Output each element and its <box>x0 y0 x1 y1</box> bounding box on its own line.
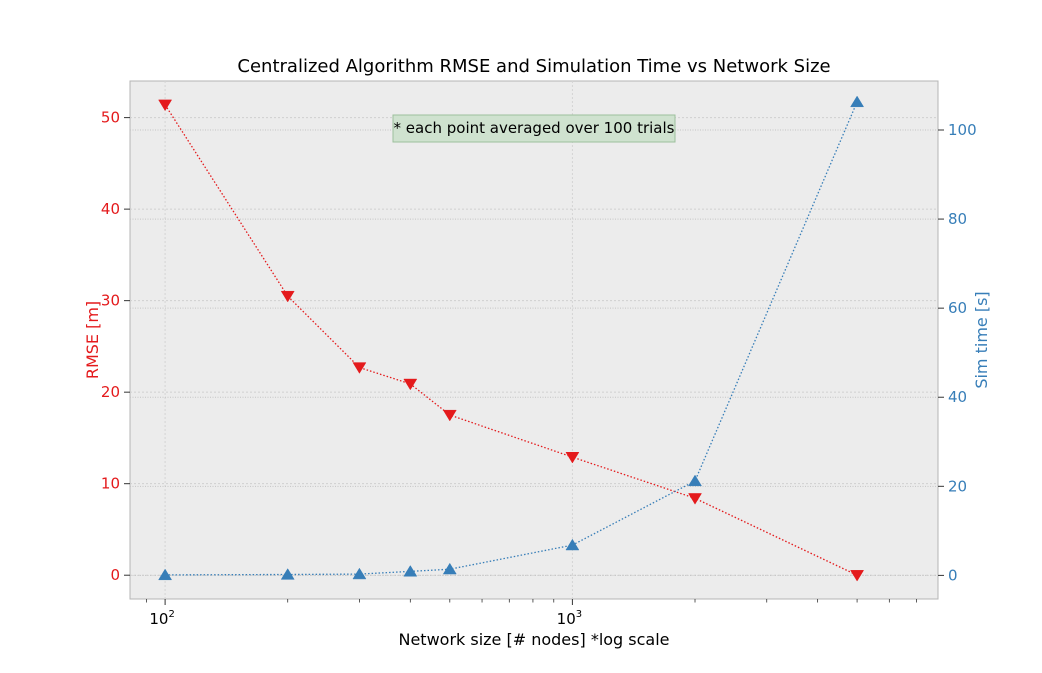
x-axis-label: Network size [# nodes] *log scale <box>398 630 669 649</box>
annotation-box: * each point averaged over 100 trials <box>392 114 676 143</box>
sim-time-point <box>158 568 173 581</box>
rmse-point <box>280 290 295 303</box>
y-tick-label-left: 10 <box>101 475 120 493</box>
sim-time-point <box>280 568 295 580</box>
y-axis-label-left: RMSE [m] <box>83 301 102 379</box>
y-tick-label-right: 60 <box>948 299 967 317</box>
series-layer <box>158 95 865 582</box>
axis-layer: 102 103 0 10 20 30 40 50 0 20 40 60 80 100 <box>101 109 977 628</box>
annotation-text: * each point averaged over 100 trials <box>394 119 675 137</box>
sim-time-point <box>352 567 367 580</box>
sim-time-point <box>850 95 865 108</box>
sim-time-point <box>688 474 702 487</box>
y-tick-label-left: 0 <box>110 566 120 584</box>
x-tick-label: 102 <box>149 609 174 628</box>
x-tick-label: 103 <box>557 609 582 628</box>
rmse-point <box>442 409 457 422</box>
rmse-point <box>158 99 173 112</box>
y-tick-label-right: 0 <box>948 566 958 584</box>
y-tick-label-left: 50 <box>101 109 120 127</box>
chart-title: Centralized Algorithm RMSE and Simulatio… <box>237 56 830 77</box>
rmse-point <box>403 378 418 391</box>
y-tick-label-right: 100 <box>948 121 977 139</box>
annotation-background <box>392 114 676 143</box>
grid-layer <box>130 81 938 599</box>
sim-time-point <box>442 562 457 575</box>
sim-time-point <box>403 565 418 577</box>
y-tick-label-left: 30 <box>101 292 120 310</box>
sim-time-point <box>565 538 580 551</box>
rmse-point <box>352 362 367 374</box>
series-line-sim-time <box>165 101 858 576</box>
y-tick-label-right: 80 <box>948 210 967 228</box>
y-tick-label-right: 20 <box>948 477 967 495</box>
rmse-point <box>850 570 865 582</box>
y-tick-label-right: 40 <box>948 388 967 406</box>
rmse-point <box>565 452 580 464</box>
y-tick-label-left: 40 <box>101 200 120 218</box>
y-tick-label-left: 20 <box>101 383 120 401</box>
y-axis-label-right: Sim time [s] <box>972 291 991 388</box>
plot-area <box>129 80 939 600</box>
rmse-point <box>688 493 702 505</box>
